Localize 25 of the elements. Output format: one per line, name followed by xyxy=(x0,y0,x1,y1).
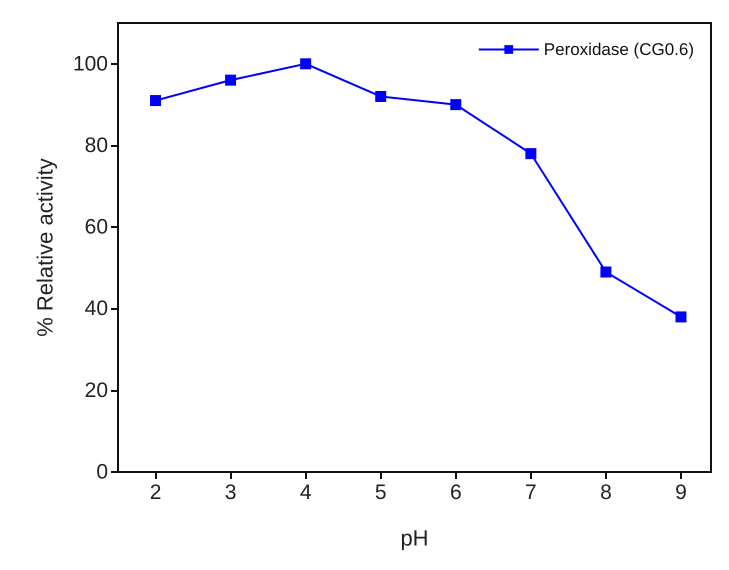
y-tick-label: 60 xyxy=(84,216,108,239)
x-tick-label: 4 xyxy=(300,481,312,504)
y-tick-label: 80 xyxy=(84,134,108,157)
x-tick-label: 7 xyxy=(525,481,537,504)
point xyxy=(675,311,686,322)
x-tick-label: 8 xyxy=(600,481,612,504)
x-axis-title: pH xyxy=(400,526,429,550)
y-axis-title: % Relative activity xyxy=(32,158,58,337)
x-tick-label: 6 xyxy=(450,481,462,504)
point xyxy=(600,266,612,278)
legend-label: Peroxidase (CG0.6) xyxy=(544,40,694,59)
point xyxy=(300,58,312,70)
point xyxy=(525,148,536,160)
point xyxy=(375,90,386,102)
x-tick-label: 3 xyxy=(224,481,236,504)
x-tick-label: 9 xyxy=(675,481,687,504)
y-tick-label: 100 xyxy=(72,52,108,76)
y-tick-label: 40 xyxy=(84,297,108,320)
x-tick-label: 5 xyxy=(374,481,387,504)
point xyxy=(450,99,462,110)
point xyxy=(150,95,162,106)
y-tick-label: 20 xyxy=(84,378,108,402)
y-tick-label: 0 xyxy=(96,460,108,484)
x-tick-label: 2 xyxy=(150,481,162,504)
point xyxy=(225,74,236,86)
